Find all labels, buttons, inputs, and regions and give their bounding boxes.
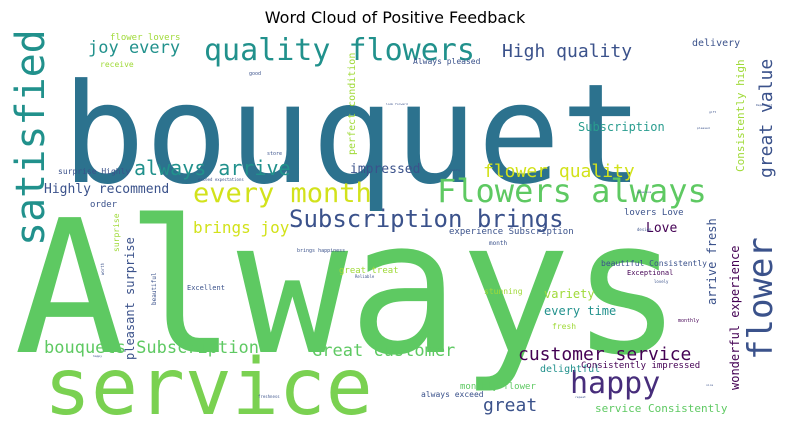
word-cloud-word: surprise Highly — [58, 167, 130, 176]
word-cloud-word: freshness — [258, 394, 280, 399]
word-cloud-word: surprise — [112, 213, 121, 252]
word-cloud-word: satisfied — [8, 29, 54, 246]
word-cloud-word: High quality — [502, 41, 632, 62]
word-cloud-word: Excellent — [187, 284, 225, 292]
word-cloud-word: fresh — [552, 322, 576, 331]
word-cloud-word: Always pleased — [413, 57, 481, 66]
word-cloud-word: Reliable — [355, 274, 375, 279]
word-cloud-word: repeat — [575, 395, 586, 399]
word-cloud-word: great — [483, 395, 537, 416]
word-cloud-word: always exceed — [421, 390, 484, 399]
word-cloud-word: great treat — [339, 266, 399, 276]
word-cloud-word: order — [90, 200, 118, 210]
word-cloud-word: quality flowers — [204, 33, 475, 68]
word-cloud-word: beautiful — [151, 272, 158, 305]
word-cloud-word: look forward — [386, 102, 408, 106]
word-cloud-word: Consistently high — [734, 59, 747, 172]
word-cloud-word: customer service — [518, 344, 691, 365]
word-cloud-word: flower lovers — [110, 33, 180, 43]
word-cloud-word: store — [267, 151, 282, 157]
word-cloud-word: arrive fresh — [705, 218, 719, 305]
word-cloud-word: Consistently impressed — [581, 361, 700, 371]
word-cloud-word: gift — [709, 110, 716, 114]
word-cloud-word: nice — [706, 383, 713, 387]
word-cloud-word: service Consistently — [595, 402, 728, 415]
word-cloud-word: lovely — [654, 279, 669, 284]
word-cloud-word: bouquets Subscription — [44, 338, 259, 358]
word-cloud-word: pleased — [697, 126, 710, 130]
word-cloud-word: Highly recommend — [44, 182, 169, 197]
word-cloud-word: Exceptional — [627, 269, 673, 277]
word-cloud-word: Always — [14, 180, 682, 396]
word-cloud-word: Subscription — [578, 120, 665, 134]
word-cloud-word: variety — [544, 287, 595, 301]
word-cloud-word: Great customer — [312, 341, 455, 361]
word-cloud-word: generous — [637, 190, 652, 194]
word-cloud-word: monthly flower — [460, 382, 536, 392]
chart-title: Word Cloud of Positive Feedback — [264, 8, 526, 27]
word-cloud-word: exceed expectations — [198, 177, 244, 182]
word-cloud-word: brings joy — [193, 218, 290, 237]
word-cloud-word: pleasant surprise — [123, 237, 137, 360]
word-cloud-word: bouquet — [62, 54, 644, 215]
word-cloud-word: really — [450, 168, 461, 172]
word-cloud-word: delivery — [692, 38, 740, 49]
word-cloud-word: design — [637, 227, 652, 232]
word-cloud-word: Subscription brings — [289, 205, 564, 233]
word-cloud-word: Dependent — [756, 103, 772, 107]
word-cloud-word: receive — [100, 60, 134, 69]
word-cloud-word: brings happiness — [297, 248, 345, 254]
word-cloud-word: wonderful experience — [728, 246, 742, 391]
word-cloud-word: Love — [646, 221, 677, 236]
word-cloud-word: worth — [100, 262, 105, 275]
word-cloud-word: great value — [756, 59, 777, 178]
word-cloud-word: delightful — [540, 364, 600, 375]
word-cloud-word: experience Subscription — [449, 227, 574, 237]
word-cloud-word: flower quality — [483, 161, 635, 182]
word-cloud-word: monthly — [678, 318, 699, 324]
word-cloud-word: perfect condition — [347, 53, 358, 155]
word-cloud-word: stunning — [484, 287, 523, 296]
word-cloud-word: joy every — [88, 38, 180, 58]
word-cloud-word: impressed — [350, 162, 420, 177]
word-cloud-word: every month — [193, 178, 372, 209]
word-cloud-word: beautiful Consistently — [601, 259, 707, 268]
word-cloud-word: flower — [741, 237, 781, 360]
word-cloud-word: always arrive — [134, 156, 291, 180]
word-cloud-word: lovers Love — [624, 208, 684, 218]
word-cloud-word: good — [249, 71, 261, 77]
word-cloud-word: happy — [570, 366, 660, 401]
word-cloud-word: Flowers always — [437, 172, 707, 210]
word-cloud-word: happy — [93, 354, 102, 358]
word-cloud-word: month — [489, 240, 507, 247]
word-cloud-word: every time — [544, 304, 616, 318]
word-cloud-word: service — [44, 343, 373, 427]
